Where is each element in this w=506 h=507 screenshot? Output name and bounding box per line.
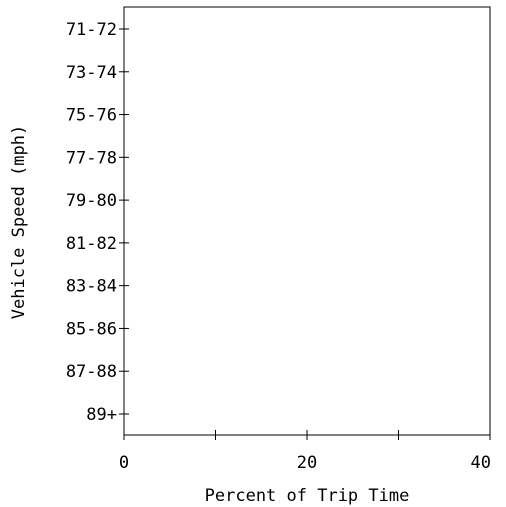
y-tick-label: 87-88 — [66, 362, 117, 382]
y-tick-label: 77-78 — [66, 148, 117, 168]
y-axis-label: Vehicle Speed (mph) — [9, 125, 29, 319]
x-axis-label: Percent of Trip Time — [205, 486, 410, 506]
y-tick-label: 79-80 — [66, 191, 117, 211]
y-tick-label: 83-84 — [66, 277, 117, 297]
y-tick-label: 81-82 — [66, 234, 117, 254]
x-axis: 0 20 40 — [119, 430, 491, 473]
x-tick-label: 20 — [297, 453, 317, 473]
x-tick-label: 0 — [119, 453, 129, 473]
y-tick-label: 71-72 — [66, 20, 117, 40]
y-tick-label: 73-74 — [66, 63, 117, 83]
plot-frame — [123, 6, 491, 436]
y-axis: 71-72 73-74 75-76 77-78 79-80 81-82 83-84 85-86… — [66, 20, 129, 425]
y-tick-label: 85-86 — [66, 319, 117, 339]
y-tick-label: 75-76 — [66, 106, 117, 126]
x-tick-label: 40 — [471, 453, 491, 473]
y-tick-label: 89+ — [86, 405, 117, 425]
